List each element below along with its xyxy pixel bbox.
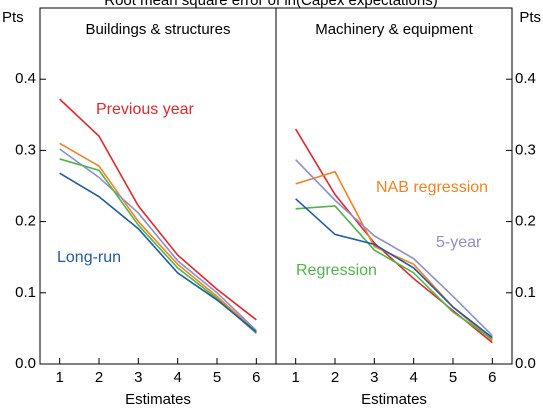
x-tick-label: 4 <box>173 369 181 386</box>
line-series <box>295 159 493 337</box>
series-label: 5-year <box>436 234 482 251</box>
series-label: Previous year <box>96 101 194 118</box>
line-series <box>59 142 257 333</box>
series-label: Regression <box>296 262 377 279</box>
chart-title: Root mean square error of ln(Capex expec… <box>104 0 438 9</box>
x-axis-label: Estimates <box>125 391 191 408</box>
series-label: NAB regression <box>376 179 488 196</box>
line-series <box>295 198 493 339</box>
panel-title: Buildings & structures <box>85 21 230 38</box>
y-tick-label: 0.3 <box>15 141 36 158</box>
x-tick-label: 1 <box>291 369 299 386</box>
x-tick-label: 6 <box>488 369 496 386</box>
x-tick-label: 5 <box>213 369 221 386</box>
x-tick-label: 3 <box>134 369 142 386</box>
line-series <box>59 148 257 332</box>
y-axis-label: Pts <box>2 9 24 26</box>
x-tick-label: 1 <box>55 369 63 386</box>
line-series <box>59 98 257 321</box>
x-tick-label: 2 <box>331 369 339 386</box>
line-series <box>59 172 257 333</box>
line-series <box>295 205 493 340</box>
y-tick-label: 0.1 <box>15 284 36 301</box>
x-tick-label: 5 <box>449 369 457 386</box>
y-tick-label: 0.2 <box>15 213 36 230</box>
y-tick-label: 0.0 <box>515 355 536 372</box>
x-axis-label: Estimates <box>361 391 427 408</box>
x-tick-label: 6 <box>252 369 260 386</box>
y-tick-label: 0.4 <box>15 70 36 87</box>
panel-title: Machinery & equipment <box>315 21 473 38</box>
y-axis-label: Pts <box>519 9 541 26</box>
y-tick-label: 0.2 <box>515 213 536 230</box>
y-tick-label: 0.1 <box>515 284 536 301</box>
x-tick-label: 3 <box>370 369 378 386</box>
y-tick-label: 0.3 <box>515 141 536 158</box>
x-tick-label: 4 <box>409 369 417 386</box>
y-tick-label: 0.0 <box>15 355 36 372</box>
x-tick-label: 2 <box>95 369 103 386</box>
y-tick-label: 0.4 <box>515 70 536 87</box>
series-label: Long-run <box>57 249 121 266</box>
